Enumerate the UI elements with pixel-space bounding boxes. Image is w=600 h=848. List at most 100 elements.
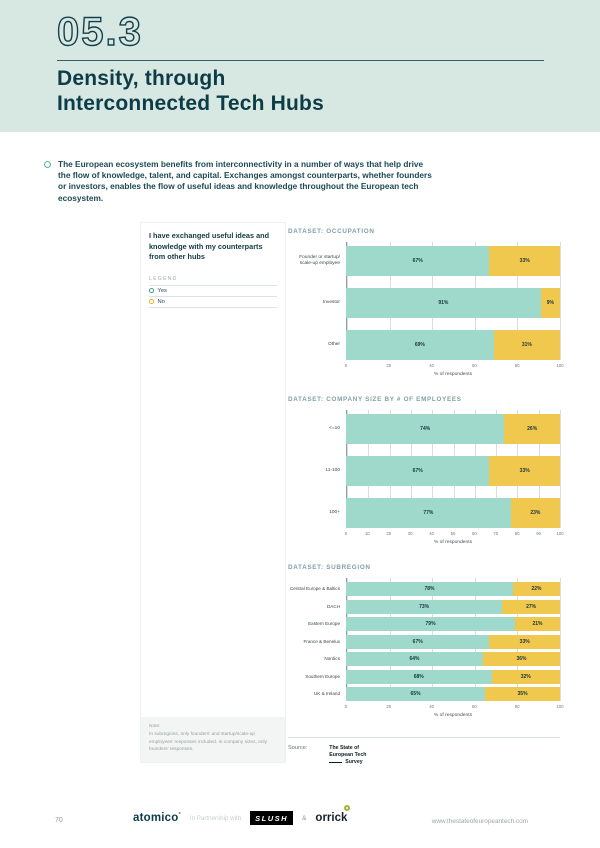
page-title-line2: Interconnected Tech Hubs — [57, 92, 324, 116]
survey-question: I have exchanged useful ideas and knowle… — [149, 231, 270, 262]
chart-occupation: DATASET: OCCUPATION Founder or startup/ … — [288, 228, 564, 377]
value-label: 77% — [423, 510, 434, 516]
chart-row: Nordics 64% 36% — [288, 652, 560, 666]
category-label: France & Benelux — [303, 638, 340, 644]
axis-tick-label: 80 — [514, 531, 520, 536]
bar-segment-yes: 67% — [346, 246, 490, 276]
chart-body: Central Europe & Baltics 78% 22% DACH 73% 27%… — [288, 578, 561, 701]
value-label: 64% — [409, 656, 420, 662]
x-axis-label: % of respondents — [433, 372, 473, 377]
x-axis-label: % of respondents — [433, 713, 473, 718]
bar-segment-no: 27% — [502, 599, 560, 614]
axis-tick-label: 30 — [407, 531, 413, 536]
value-label: 31% — [521, 342, 532, 348]
value-label: 32% — [520, 673, 531, 680]
page-title-line1: Density, through — [57, 67, 226, 90]
bar-segment-no: 33% — [489, 634, 560, 649]
charts-column: DATASET: OCCUPATION Founder or startup/ … — [288, 228, 564, 737]
stacked-bar: 91% 9% — [346, 288, 560, 318]
stacked-bar: 64% 36% — [346, 652, 560, 666]
value-label: 33% — [519, 468, 530, 474]
value-label: 73% — [419, 603, 430, 610]
bar-segment-yes: 78% — [346, 582, 513, 596]
value-label: 68% — [413, 673, 424, 680]
bar-segment-no: 22% — [512, 582, 560, 596]
question-panel: I have exchanged useful ideas and knowle… — [140, 222, 286, 763]
bar-segment-yes: 91% — [346, 288, 541, 318]
bar-segment-yes: 73% — [346, 599, 503, 614]
bar-segment-yes: 67% — [346, 456, 490, 486]
stacked-bar: 78% 22% — [346, 582, 560, 596]
chart-title: DATASET: COMPANY SIZE BY # OF EMPLOYEES — [288, 396, 462, 403]
bar-segment-no: 21% — [515, 617, 560, 631]
bar-segment-no: 36% — [482, 652, 560, 666]
axis-tick-label: 100 — [556, 531, 564, 536]
header-divider — [57, 60, 544, 61]
footnote-box: Note: In subregions, only founders' and … — [141, 717, 285, 762]
axis-tick-label: 50 — [450, 531, 456, 536]
logo-line: The State of — [329, 745, 359, 751]
legend-item-no: No — [149, 297, 277, 308]
bar-segment-yes: 68% — [346, 669, 492, 684]
page-title: Density, through Interconnected Tech Hub… — [57, 66, 324, 116]
atomico-text: atomico — [133, 812, 179, 824]
legend-item-yes: Yes — [149, 286, 277, 297]
question-panel-inner: I have exchanged useful ideas and knowle… — [141, 223, 285, 308]
stacked-bar: 68% 32% — [346, 669, 560, 684]
footer-website: www.thestateofeuropeantech.com — [431, 818, 528, 825]
value-label: 36% — [516, 656, 527, 662]
value-label: 79% — [425, 621, 436, 627]
category-label: Other — [328, 341, 340, 347]
category-label: <=10 — [329, 425, 340, 431]
value-label: 33% — [519, 258, 530, 264]
page-number: 70 — [55, 817, 63, 824]
footnote-label: Note: — [149, 724, 161, 730]
chart-body: Founder or startup/ scale-up employee 67%… — [288, 242, 561, 360]
category-label: DACH — [326, 603, 340, 609]
atomico-logo: atomico° — [133, 812, 181, 824]
source-label: Source: — [288, 745, 308, 751]
x-axis: 0 10 20 30 40 50 60 70 80 90 100 — [345, 531, 564, 538]
category-label: Founder or startup/ scale-up employee — [299, 254, 340, 266]
chart-body: <=10 74% 26% 11-100 67% 33% 100+ 77% 23% — [288, 410, 561, 528]
bar-segment-no: 9% — [540, 288, 560, 318]
no-legend-dot-icon — [149, 299, 154, 304]
chart-row: Southern Europe 68% 32% — [288, 669, 560, 684]
axis-tick-label: 100 — [556, 704, 564, 709]
value-label: 22% — [531, 586, 542, 592]
logo-line: European Tech — [329, 752, 367, 759]
bullet-ring-icon — [44, 161, 51, 168]
bar-segment-yes: 77% — [346, 498, 511, 528]
stacked-bar: 73% 27% — [346, 599, 560, 614]
legend-heading: LEGEND — [149, 276, 277, 286]
ampersand: & — [302, 814, 307, 822]
value-label: 65% — [410, 691, 421, 697]
chart-row: 11-100 67% 33% — [288, 456, 560, 486]
logo-line: Survey — [329, 759, 366, 766]
chart-row: Central Europe & Baltics 78% 22% — [288, 582, 560, 596]
section-number: 05.3 — [56, 9, 143, 54]
category-label: Nordics — [324, 656, 340, 662]
chart-plot: Founder or startup/ scale-up employee 67%… — [288, 242, 560, 360]
stacked-bar: 74% 26% — [346, 414, 560, 444]
value-label: 33% — [519, 638, 530, 645]
orrick-ring-icon — [344, 805, 351, 811]
yes-legend-dot-icon — [149, 288, 154, 293]
soet-survey-logo: The State of European Tech Survey — [329, 745, 366, 766]
bar-segment-yes: 69% — [346, 330, 494, 360]
value-label: 69% — [414, 342, 425, 348]
axis-tick-label: 0 — [344, 704, 348, 709]
axis-tick-label: 40 — [429, 531, 434, 536]
source-block: Source: The State of European Tech Surve… — [288, 737, 560, 766]
logo-survey-text: Survey — [345, 759, 363, 766]
axis-tick-label: 60 — [472, 363, 477, 368]
category-label: 100+ — [329, 509, 340, 515]
gridline — [560, 410, 561, 528]
chart-company-size: DATASET: COMPANY SIZE BY # OF EMPLOYEES … — [288, 396, 564, 545]
value-label: 67% — [412, 638, 423, 645]
value-label: 74% — [420, 426, 431, 432]
legend-item-label: No — [157, 298, 165, 305]
axis-tick-label: 20 — [386, 704, 392, 709]
footnote-text: In subregions, only founders' and startu… — [149, 731, 267, 753]
